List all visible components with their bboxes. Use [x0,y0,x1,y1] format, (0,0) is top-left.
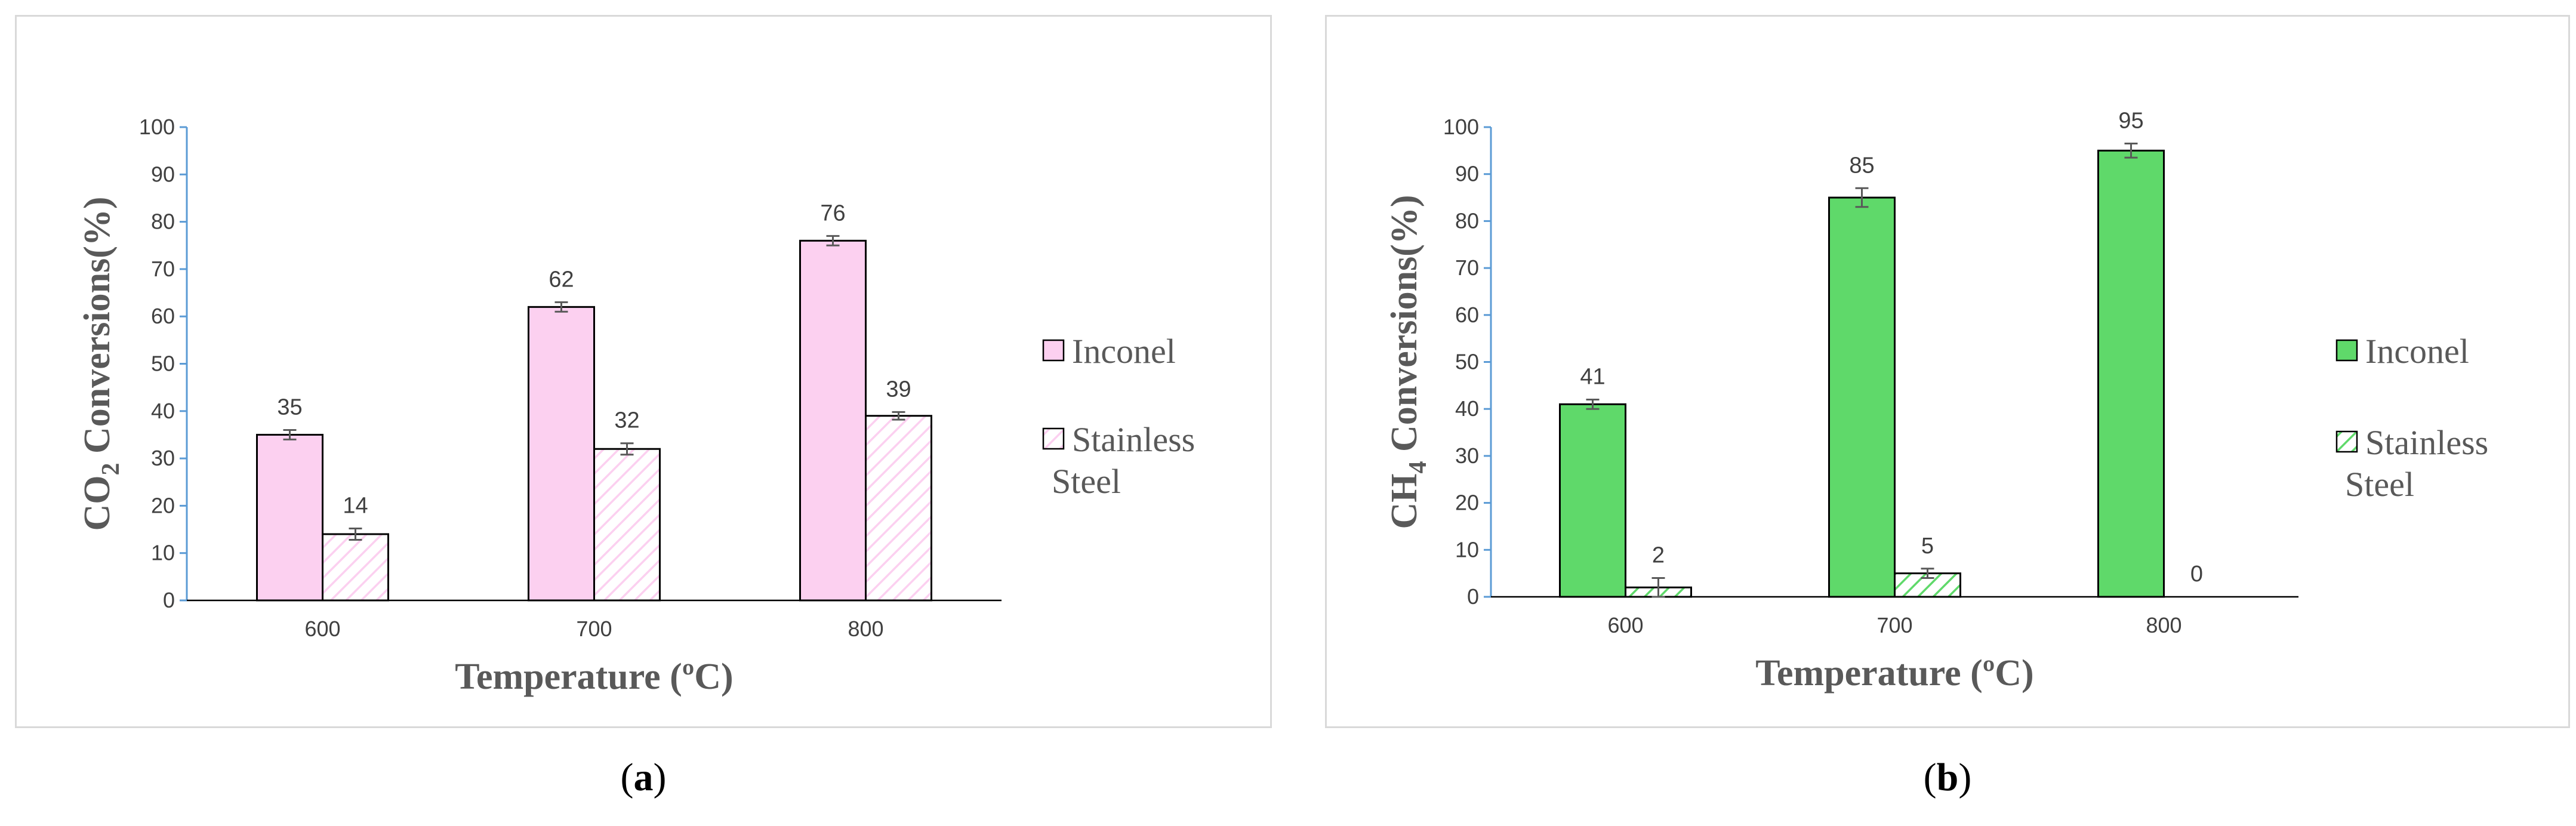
y-axis-title: CH4 Conversions(%) [1384,195,1432,529]
x-axis-title: Temperature (ºC) [1755,653,2033,694]
y-tick-label: 0 [163,588,175,612]
y-axis-title-main: CH [1384,474,1425,529]
caption-a-letter: a [633,756,654,799]
data-label: 2 [1652,543,1665,568]
x-tick-label: 700 [576,617,612,641]
x-tick-label: 700 [1876,613,1912,637]
bar-stainless-steel [593,448,661,602]
bar-inconel [256,433,323,602]
legend-label: Steel [1052,462,1121,501]
data-label: 35 [277,395,302,420]
caption-b-letter: b [1936,756,1959,799]
y-tick-label: 30 [1455,443,1479,468]
bar-inconel [1559,403,1626,598]
y-tick-label: 30 [151,446,175,470]
x-axis-title: Temperature (ºC) [455,657,733,697]
bar-inconel [799,239,867,602]
bar-inconel [528,306,595,602]
y-tick-label: 40 [1455,396,1479,421]
x-tick-label: 800 [848,617,883,641]
y-tick-label: 90 [1455,162,1479,186]
data-label: 76 [820,201,845,226]
legend-swatch-stainless-steel [1042,427,1065,450]
x-tick-label: 600 [1607,613,1643,637]
bar-stainless-steel [322,533,389,602]
y-tick-label: 60 [1455,303,1479,327]
y-axis-title-subscript: 4 [1404,461,1432,474]
x-tick-label: 800 [2146,613,2181,637]
data-label: 39 [886,377,911,402]
legend-label: Stainless [2365,423,2488,462]
y-tick-label: 50 [1455,350,1479,374]
bar-stainless-steel [865,415,932,602]
y-tick-label: 20 [1455,491,1479,515]
y-tick-label: 60 [151,304,175,328]
co2-conversion-chart: 0 10 20 30 40 50 60 70 80 90 100 600 35 14 700 62 32 800 7… [77,115,1195,697]
y-tick-label: 20 [151,493,175,517]
y-axis-title-subscript: 2 [97,463,125,476]
y-axis-title-rest: Conversions(%) [77,196,118,463]
y-axis-title-main: CO [77,476,118,531]
data-label: 95 [2118,109,2143,134]
y-tick-label: 50 [151,352,175,376]
data-label: 14 [343,493,368,518]
ch4-conversion-chart: 0 10 20 30 40 50 60 70 80 90 100 600 41 2 700 85 5 800 95 0… [1384,109,2488,694]
y-tick-label: 100 [139,115,175,139]
y-tick-label: 70 [151,257,175,281]
y-tick-label: 80 [1455,208,1479,233]
data-label: 62 [549,267,574,292]
y-tick-label: 90 [151,162,175,186]
y-axis-title-rest: Conversions(%) [1384,195,1425,461]
chart-panel-b: 0 10 20 30 40 50 60 70 80 90 100 600 41 2 700 85 5 800 95 0… [1325,15,2570,728]
legend-label: Steel [2345,465,2414,504]
data-label: 32 [614,408,639,433]
legend-label: Inconel [1072,332,1176,371]
bar-inconel [2097,149,2165,598]
y-tick-label: 40 [151,399,175,423]
data-label: 41 [1580,364,1605,389]
y-tick-label: 0 [1467,584,1479,609]
legend-swatch-stainless-steel [2335,430,2358,453]
x-tick-label: 600 [304,617,340,641]
caption-b: (b) [1923,756,1972,799]
y-tick-label: 100 [1443,115,1479,139]
caption-a: (a) [620,756,667,799]
y-tick-label: 10 [151,541,175,565]
y-axis-title: CO2 Conversions(%) [77,196,125,531]
y-tick-label: 70 [1455,255,1479,280]
data-label: 85 [1849,153,1874,178]
legend-swatch-inconel [1042,339,1065,362]
legend-label: Inconel [2365,332,2469,371]
y-tick-label: 10 [1455,537,1479,562]
data-label: 5 [1921,534,1934,559]
y-tick-label: 80 [151,209,175,234]
data-label: 0 [2190,562,2203,587]
chart-panel-a: 0 10 20 30 40 50 60 70 80 90 100 600 35 14 700 62 32 800 7… [15,15,1272,728]
bar-inconel [1828,196,1896,598]
legend-label: Stainless [1072,420,1195,459]
legend-swatch-inconel [2335,339,2358,362]
